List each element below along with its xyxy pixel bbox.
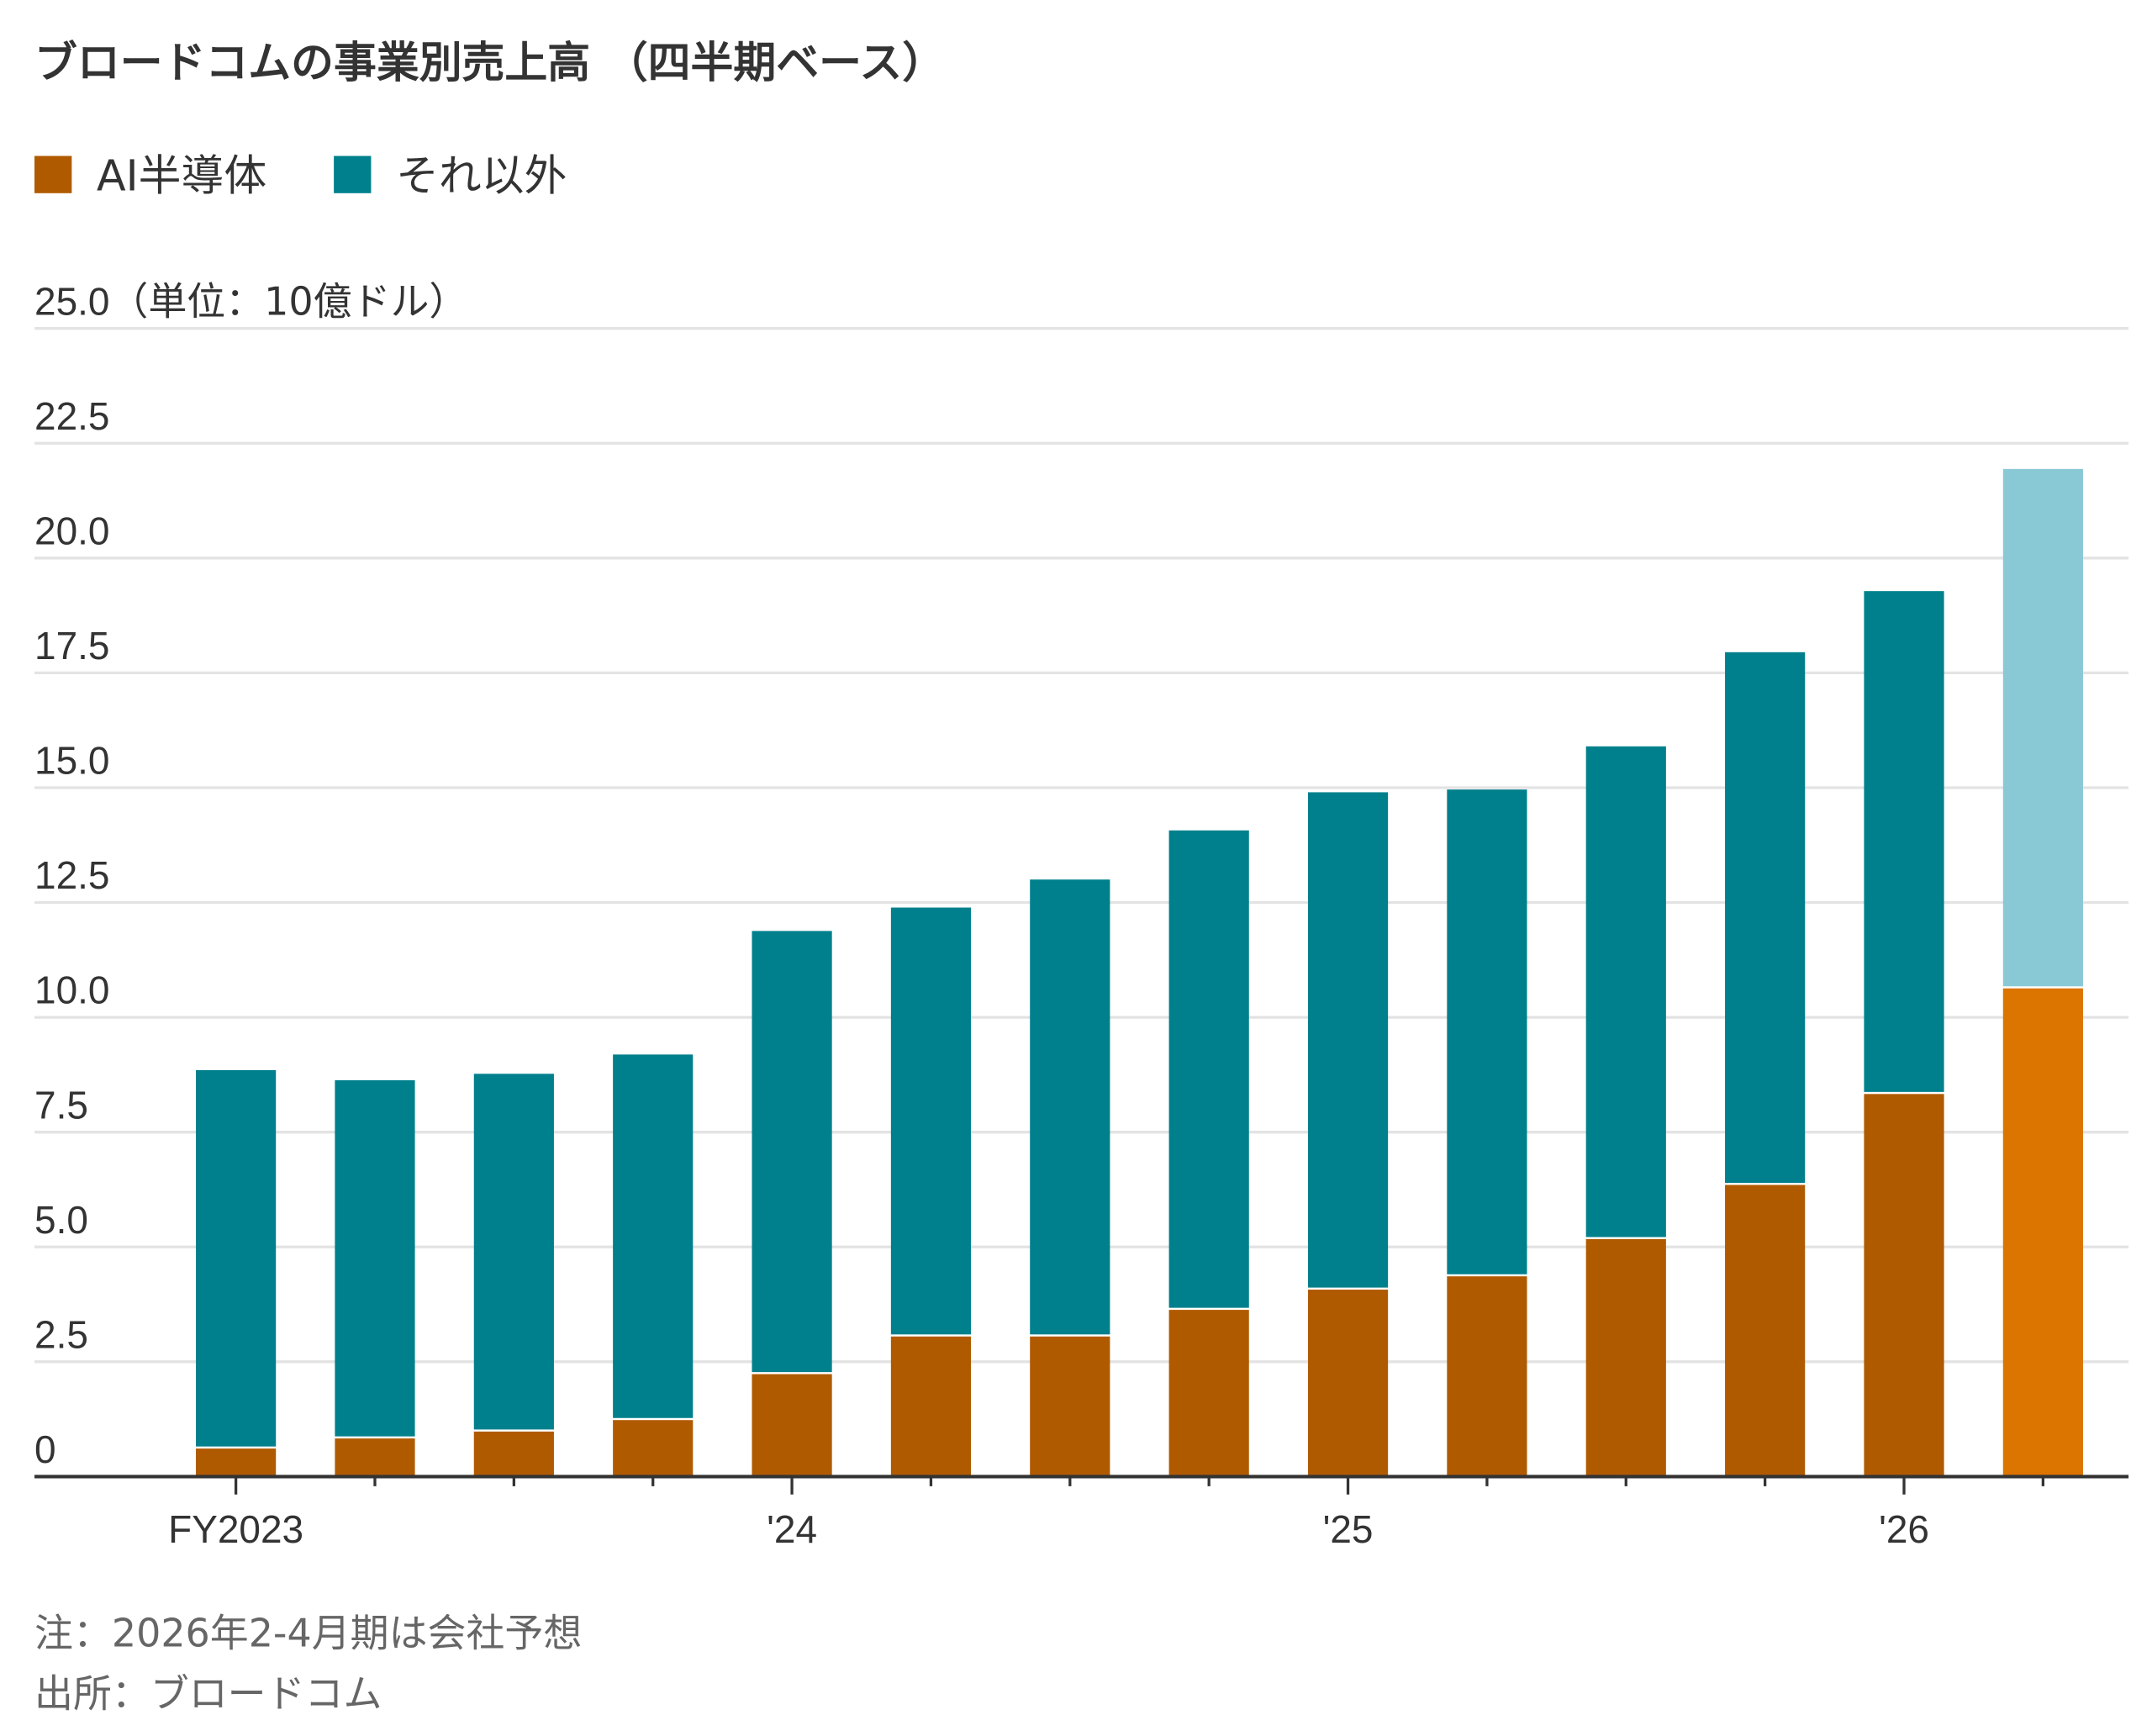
y-tick-label: 0 [34,1427,56,1471]
bar-other [2002,468,2083,987]
y-tick-label: 7.5 [34,1083,88,1127]
bar-ai-semiconductor [1447,1276,1527,1477]
y-tick-label: 12.5 [34,853,109,897]
bar-ai-semiconductor [335,1438,415,1477]
y-tick-label: 17.5 [34,624,109,667]
bar-other [1307,792,1389,1288]
bar-ai-semiconductor [1585,1238,1666,1477]
y-tick-label: 2.5 [34,1312,88,1356]
y-tick-label: 10.0 [34,968,109,1012]
bar-other [1447,789,1527,1274]
legend: AI半導体 それ以外 [34,151,567,201]
bar-other [890,907,972,1335]
bar-other [1168,830,1249,1308]
bar-other [752,931,832,1373]
bar-ai-semiconductor [1864,1094,1944,1477]
bar-other [1585,746,1666,1237]
x-tick-label: '26 [1879,1507,1929,1551]
bar-ai-semiconductor [196,1448,277,1477]
bars [196,468,2083,1477]
y-tick-label: 22.5 [34,394,109,438]
bar-other [1864,591,1944,1092]
bar-other [196,1069,277,1447]
bar-other [613,1054,694,1418]
x-tick-label: '25 [1323,1507,1374,1551]
bar-ai-semiconductor [613,1420,694,1477]
y-axis-unit: （単位：10億ドル） [109,278,467,324]
bar-ai-semiconductor [890,1336,972,1477]
x-axis: FY2023 '24 '25 '26 [34,1475,2129,1551]
y-tick-label: 15.0 [34,739,109,783]
legend-label-ai-semiconductor: AI半導体 [97,151,266,201]
source-note: 出所：ブロードコム [34,1671,382,1717]
bar-ai-semiconductor [2002,988,2083,1477]
bar-other [335,1079,415,1437]
x-tick-label: FY2023 [168,1507,303,1551]
y-axis-ticks: 0 2.5 5.0 7.5 10.0 12.5 15.0 17.5 20.0 22.5 25.0（単… [34,278,467,1471]
bar-ai-semiconductor [1307,1290,1389,1477]
chart-title: ブロードコムの事業別売上高 （四半期ベース） [34,38,945,87]
y-tick-label: 25.0（単位：10億ドル） [34,278,467,324]
bar-ai-semiconductor [1030,1336,1110,1477]
legend-swatch-other [334,156,372,193]
y-tick-label: 5.0 [34,1198,88,1242]
x-tick-label: '24 [767,1507,817,1551]
bar-ai-semiconductor [473,1431,554,1477]
footnote: 注：2026年2-4月期は会社予想 [34,1610,582,1655]
bar-other [1725,652,1806,1184]
bar-ai-semiconductor [752,1374,832,1477]
bar-other [473,1074,554,1430]
legend-label-other: それ以外 [396,151,567,201]
y-tick-label: 20.0 [34,509,109,552]
bar-ai-semiconductor [1725,1185,1806,1477]
bar-other [1030,879,1110,1335]
bar-ai-semiconductor [1168,1310,1249,1477]
legend-swatch-ai-semiconductor [34,156,72,193]
